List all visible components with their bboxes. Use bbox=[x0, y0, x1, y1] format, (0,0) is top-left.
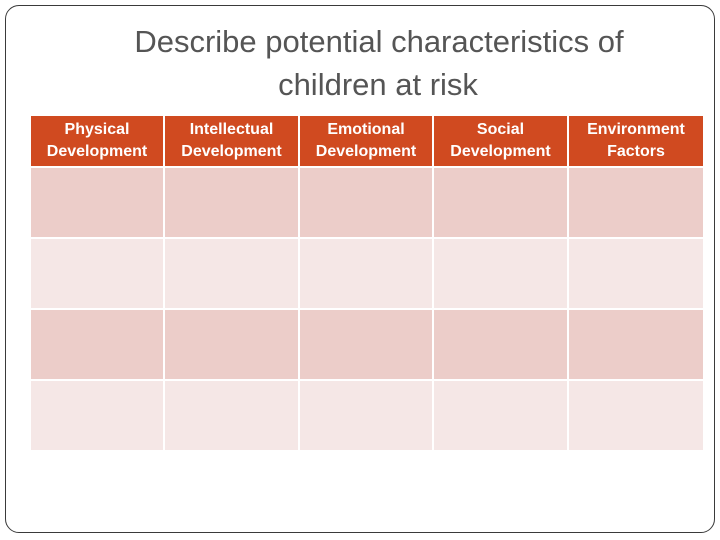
characteristics-table: Physical Development Intellectual Develo… bbox=[29, 114, 705, 452]
column-header-line: Intellectual bbox=[189, 121, 274, 138]
table-cell[interactable] bbox=[163, 379, 300, 452]
table-cell[interactable] bbox=[567, 166, 705, 239]
table-row bbox=[29, 379, 705, 452]
column-header-intellectual: Intellectual Development bbox=[163, 114, 300, 168]
slide-title-line-2: children at risk bbox=[278, 67, 478, 102]
table-cell[interactable] bbox=[432, 379, 569, 452]
table-cell[interactable] bbox=[163, 237, 300, 310]
column-header-line: Emotional bbox=[327, 121, 405, 138]
table-cell[interactable] bbox=[163, 166, 300, 239]
table-header-row: Physical Development Intellectual Develo… bbox=[29, 114, 705, 168]
table-cell[interactable] bbox=[298, 308, 434, 381]
table-cell[interactable] bbox=[298, 237, 434, 310]
table-cell[interactable] bbox=[567, 308, 705, 381]
column-header-line: Factors bbox=[607, 143, 665, 160]
table-row bbox=[29, 166, 705, 239]
column-header-line: Development bbox=[46, 143, 148, 160]
column-header-emotional: Emotional Development bbox=[298, 114, 434, 168]
table-cell[interactable] bbox=[29, 166, 165, 239]
column-header-line: Development bbox=[181, 143, 282, 160]
table-cell[interactable] bbox=[298, 166, 434, 239]
table-cell[interactable] bbox=[298, 379, 434, 452]
column-header-environment: Environment Factors bbox=[567, 114, 705, 168]
table-cell[interactable] bbox=[432, 308, 569, 381]
table-cell[interactable] bbox=[432, 237, 569, 310]
slide-title: Describe potential characteristics of ch… bbox=[0, 20, 720, 106]
column-header-line: Environment bbox=[587, 121, 685, 138]
table-row bbox=[29, 237, 705, 310]
table-cell[interactable] bbox=[432, 166, 569, 239]
table-row bbox=[29, 308, 705, 381]
table-cell[interactable] bbox=[29, 308, 165, 381]
table-cell[interactable] bbox=[567, 237, 705, 310]
column-header-line: Physical bbox=[64, 121, 130, 138]
column-header-social: Social Development bbox=[432, 114, 569, 168]
column-header-line: Social bbox=[476, 121, 525, 138]
table-cell[interactable] bbox=[567, 379, 705, 452]
table-cell[interactable] bbox=[29, 379, 165, 452]
table-cell[interactable] bbox=[163, 308, 300, 381]
slide-title-line-1: Describe potential characteristics of bbox=[134, 24, 624, 59]
column-header-line: Development bbox=[315, 143, 417, 160]
table-cell[interactable] bbox=[29, 237, 165, 310]
column-header-line: Development bbox=[450, 143, 551, 160]
column-header-physical: Physical Development bbox=[29, 114, 165, 168]
